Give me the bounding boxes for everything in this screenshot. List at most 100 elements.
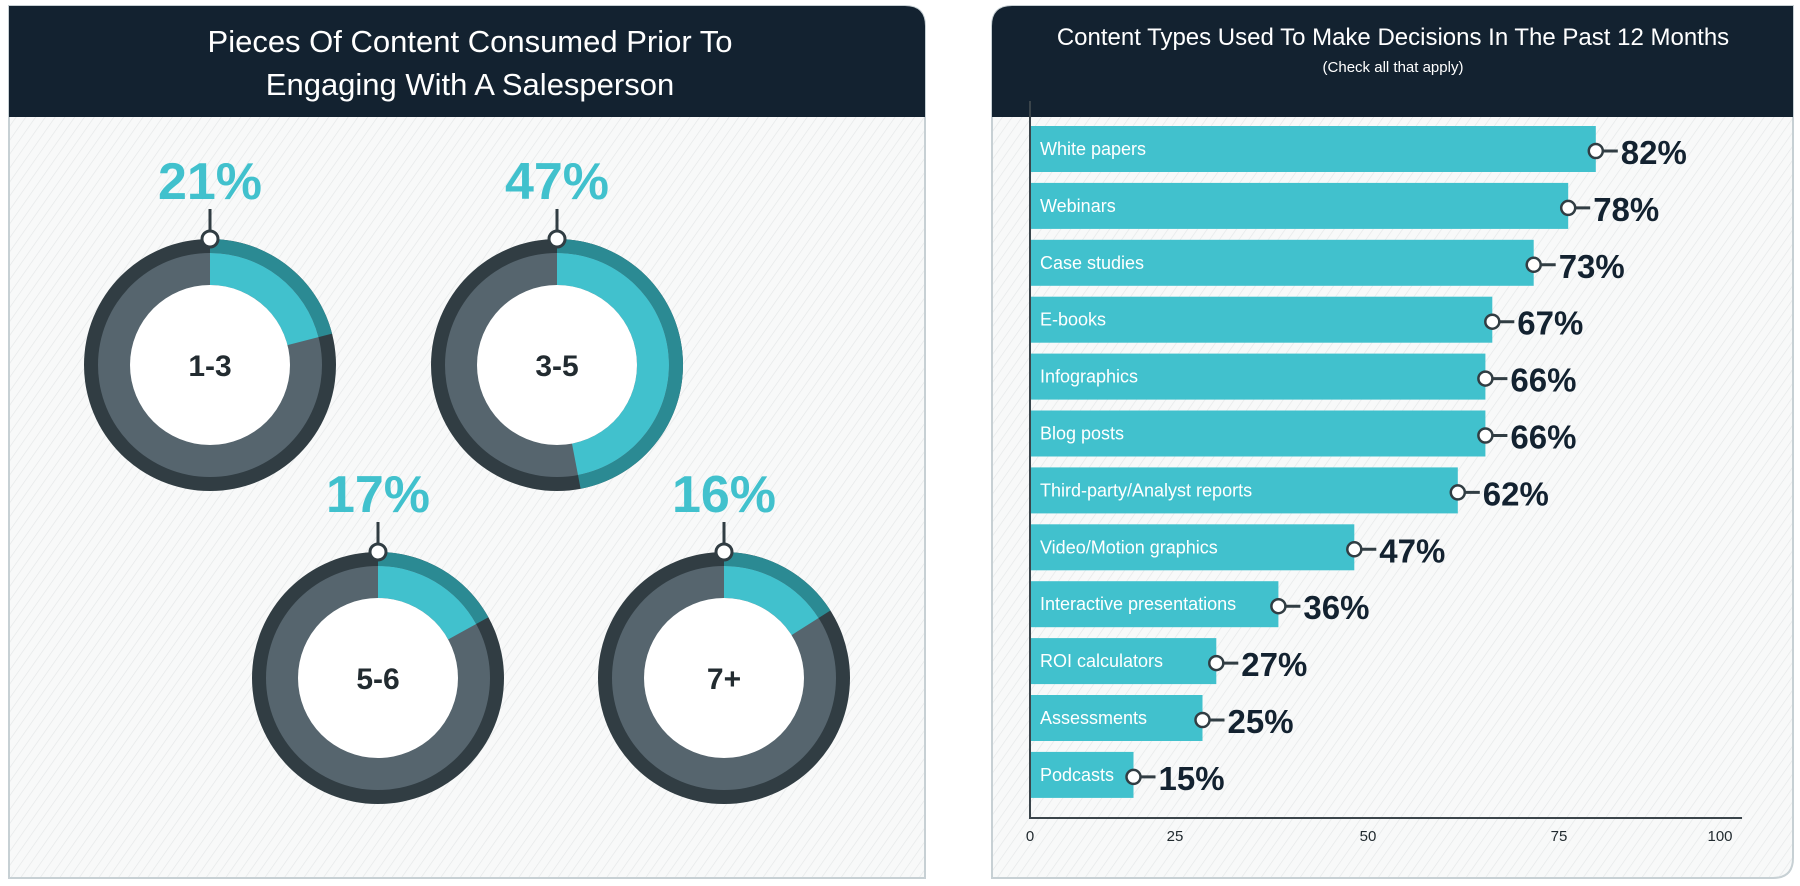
donut-outer-share [557,239,684,489]
donut-value-label: 21% [158,153,262,211]
donut-category-label: 5-6 [356,663,399,696]
bar-row: Case studies 73% [1030,239,1625,286]
bar [1030,467,1458,514]
donut-share-segment [378,566,477,640]
donut-5-6: 5-6 17% [252,466,504,804]
bar [1030,296,1493,343]
donut-category-label: 7+ [707,663,741,696]
donut-value-label: 16% [672,466,776,524]
x-tick-label: 0 [1026,828,1034,845]
donut-outer-share [724,552,831,618]
donut-7+: 7+ 16% [598,466,850,804]
donut-share-segment [210,253,319,346]
x-tick-label: 50 [1360,828,1377,845]
bar-category-label: E-books [1040,310,1106,330]
bar [1030,182,1569,229]
left-panel: Pieces Of Content Consumed Prior To Enga… [8,5,926,879]
bar-category-label: ROI calculators [1040,651,1163,671]
bar-category-label: Infographics [1040,367,1138,387]
bar-row: Video/Motion graphics 47% [1030,524,1445,571]
donut-outer-share [378,552,489,625]
bar-value-label: 73% [1559,248,1625,285]
bar-category-label: Case studies [1040,253,1144,273]
bar-end-dot [1477,370,1494,387]
bar-value-label: 82% [1621,134,1687,171]
bar [1030,353,1486,400]
donut-category-label: 1-3 [188,350,231,383]
right-title: Content Types Used To Make Decisions In … [1057,24,1729,51]
bar-value-label: 66% [1510,419,1576,456]
bar-value-label: 25% [1228,703,1294,740]
left-panel-header [9,6,925,117]
left-title-line-2: Engaging With A Salesperson [266,67,674,102]
bar-row: Assessments 25% [1030,695,1294,741]
donut-pointer-dot [200,229,220,249]
bar-category-label: Blog posts [1040,424,1124,444]
bar-end-dot [1346,541,1363,558]
bar-end-dot [1477,427,1494,444]
right-panel-header [992,6,1793,117]
donut-center [130,285,290,445]
bar-end-dot [1270,597,1287,615]
bar-end-dot [1587,142,1605,160]
bar-end-dot [1208,654,1225,672]
bar-end-dot [1484,313,1501,330]
donut-center [477,285,637,445]
donut-category-label: 3-5 [535,350,578,383]
bar-category-label: Video/Motion graphics [1040,537,1218,557]
bar-row: Webinars 78% [1030,182,1659,229]
x-tick-label: 100 [1707,828,1732,845]
donut-center [298,598,458,758]
bar-category-label: Podcasts [1040,765,1114,785]
bar-row: Interactive presentations 36% [1030,581,1369,628]
bar [1030,524,1355,571]
donut-share-segment [724,566,819,636]
bar-row: ROI calculators 27% [1030,638,1307,685]
donut-pointer-dot [547,229,567,249]
bar-category-label: Assessments [1040,708,1147,728]
right-subtitle: (Check all that apply) [1323,59,1464,76]
x-tick-label: 25 [1167,828,1184,845]
bar [1030,126,1596,172]
bar-row: Podcasts 15% [1030,751,1225,798]
bar-row: White papers 82% [1030,126,1687,172]
bar-value-label: 78% [1593,191,1659,228]
bar-value-label: 15% [1159,760,1225,797]
x-tick-label: 75 [1551,828,1568,845]
donut-pointer-dot [368,542,388,562]
bar-row: Third-party/Analyst reports 62% [1030,467,1549,514]
donut-center [644,598,804,758]
bar-row: E-books 67% [1030,296,1583,343]
bar-category-label: Interactive presentations [1040,594,1236,614]
left-title-line-1: Pieces Of Content Consumed Prior To [208,24,733,59]
bar-category-label: White papers [1040,139,1146,159]
donut-value-label: 17% [326,466,430,524]
bar-value-label: 27% [1241,646,1307,683]
right-panel: Content Types Used To Make Decisions In … [991,5,1794,879]
bar [1030,410,1486,457]
bar-end-dot [1449,484,1467,501]
bar-end-dot [1194,711,1211,729]
bar-value-label: 47% [1379,532,1445,569]
bar-category-label: Webinars [1040,196,1116,216]
bar-value-label: 62% [1483,475,1549,512]
donut-1-3: 1-3 21% [84,153,336,491]
bar [1030,581,1279,628]
donut-3-5: 3-5 47% [431,153,684,491]
bar-row: Blog posts 66% [1030,410,1576,457]
bar-end-dot [1525,256,1542,274]
bar-end-dot [1125,768,1142,786]
bar [1030,751,1134,798]
bar-value-label: 67% [1517,305,1583,342]
bar-category-label: Third-party/Analyst reports [1040,480,1252,500]
bar-end-dot [1559,199,1577,217]
bar [1030,638,1217,685]
donut-outer-share [210,239,333,338]
donut-pointer-dot [714,542,734,562]
bar [1030,239,1534,286]
donut-value-label: 47% [505,153,609,211]
donut-share-segment [557,253,670,476]
bar-value-label: 36% [1303,589,1369,626]
bar [1030,695,1203,741]
